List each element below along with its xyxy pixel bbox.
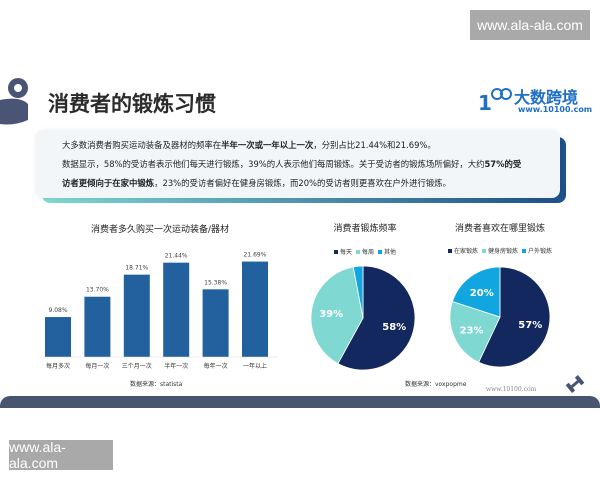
x-tick-label: 每月多次: [46, 362, 70, 370]
pie-slice-label: 39%: [319, 309, 343, 320]
bar: [84, 296, 111, 357]
summary-box: 大多数消费者购买运动装备及器材的频率在半年一次或一年以上一次，分别占比21.44…: [36, 130, 560, 198]
x-tick-label: 三个月一次: [122, 362, 152, 370]
legend-item: 每天: [334, 247, 352, 256]
pie-slice: [449, 301, 501, 363]
pie-slice: [337, 265, 416, 371]
logo: 1 大数跨境 www.10100.com: [478, 84, 592, 120]
watermark-top: www.ala-ala.com: [470, 10, 590, 40]
summary-text: ，分别占比21.44%和21.69%。: [313, 140, 436, 150]
bar: [123, 274, 150, 357]
logo-mark-icon: 1: [478, 88, 512, 115]
summary-bold: 半年一次或一年以上一次: [221, 140, 314, 150]
pie-slice-label: 20%: [470, 288, 494, 299]
bar-value-label: 21.44%: [165, 253, 188, 260]
bar-value-label: 18.71%: [125, 265, 148, 272]
x-tick-label: 半年一次: [164, 362, 188, 370]
bar-chart-source: 数据来源：statista: [130, 381, 183, 388]
pie-slice: [478, 266, 551, 368]
legend-item: 健身房锻炼: [482, 246, 518, 255]
logo-url: www.10100.com: [518, 105, 593, 114]
legend-item: 每周: [356, 247, 374, 256]
pie-slice-label: 23%: [460, 325, 484, 336]
page-title: 消费者的锻炼习惯: [48, 92, 216, 116]
x-tick-label: 一年以上: [243, 362, 267, 370]
pie-slice-label: 58%: [382, 322, 406, 333]
summary-bold: 访者更倾向于在家中锻炼: [62, 178, 155, 188]
svg-text:1: 1: [478, 91, 492, 115]
bar-chart-title: 消费者多久购买一次运动装备/器材: [90, 225, 230, 235]
x-tick-label: 每年一次: [204, 362, 228, 370]
summary-text: 数据显示，58%的受访者表示他们每天进行锻炼，39%的人表示他们每周锻炼。关于受…: [62, 159, 485, 169]
x-tick-label: 每月一次: [85, 362, 109, 370]
summary-text: 大多数消费者购买运动装备及器材的频率在: [62, 140, 222, 150]
site-watermark: www.10100.com: [486, 386, 537, 393]
bar-value-label: 9.08%: [48, 307, 67, 314]
bar: [45, 317, 71, 357]
bar: [202, 289, 229, 357]
legend-item: 在家锻炼: [448, 246, 478, 255]
pie2-title: 消费者喜欢在哪里锻炼: [454, 224, 545, 234]
bar-value-label: 21.69%: [244, 252, 267, 259]
pie1-legend: 每天 每周 其他: [334, 247, 396, 256]
footer-band: [0, 396, 600, 408]
legend-item: 户外锻炼: [522, 246, 552, 255]
pie2-legend: 在家锻炼 健身房锻炼 户外锻炼: [448, 246, 552, 255]
dumbbell-icon: [565, 375, 585, 393]
bar: [242, 261, 268, 357]
summary-text: ，23%的受访者偏好在健身房锻炼，而20%的受访者则更喜欢在户外进行锻炼。: [154, 178, 451, 188]
muscle-arm-icon: [0, 78, 28, 125]
charts-canvas: 9.08% 每月多次 13.70% 每月一次 18.71% 三个月一次 21.44% 半年一次…: [40, 252, 551, 371]
bar-value-label: 13.70%: [86, 287, 109, 294]
pie-slice-label: 57%: [518, 320, 542, 331]
summary-bold: 57%的受: [484, 159, 522, 169]
logo-brand: 大数跨境: [514, 88, 579, 107]
pie-slice: [451, 266, 501, 318]
pie-chart-source: 数据来源：voxpopme: [405, 381, 467, 388]
bar: [163, 262, 190, 357]
watermark-bottom: www.ala-ala.com: [9, 439, 113, 471]
pie1-title: 消费者锻炼频率: [333, 224, 397, 234]
bar-value-label: 15.38%: [204, 279, 227, 286]
legend-item: 其他: [378, 247, 396, 256]
pie-slice: [352, 265, 364, 319]
pie-slice: [310, 266, 364, 365]
